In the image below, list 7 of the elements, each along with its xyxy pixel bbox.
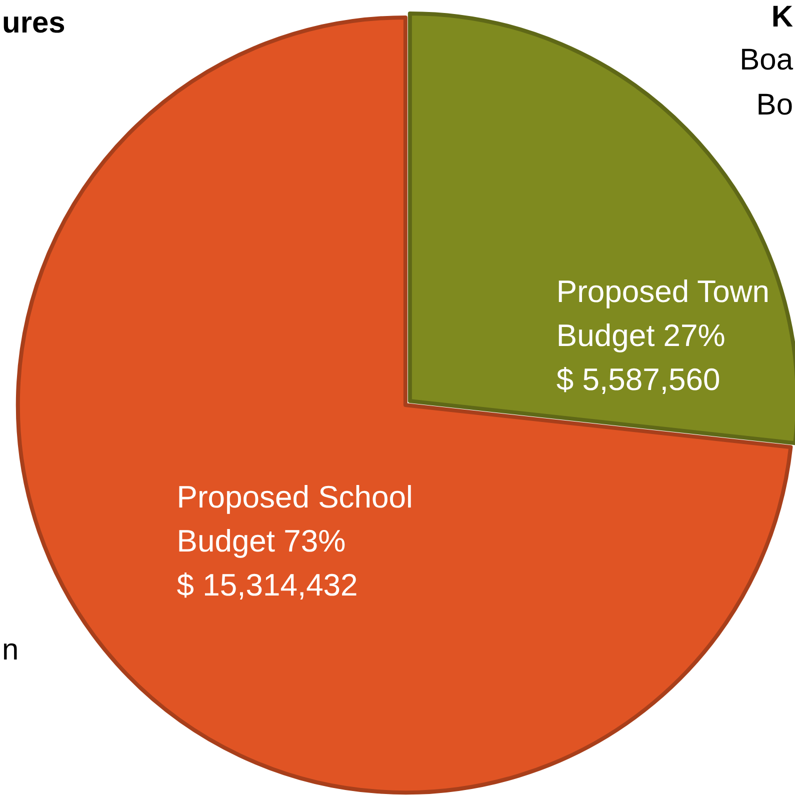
slice-label: Proposed School Budget 73% $ 15,314,432 (176, 479, 422, 602)
slice-label: Proposed Town Budget 27% $ 5,587,560 (556, 274, 778, 398)
text: Boa (740, 44, 794, 76)
text: K (771, 0, 794, 34)
text: n (2, 634, 19, 666)
text: Bo (756, 88, 794, 122)
text: ures (2, 6, 66, 40)
